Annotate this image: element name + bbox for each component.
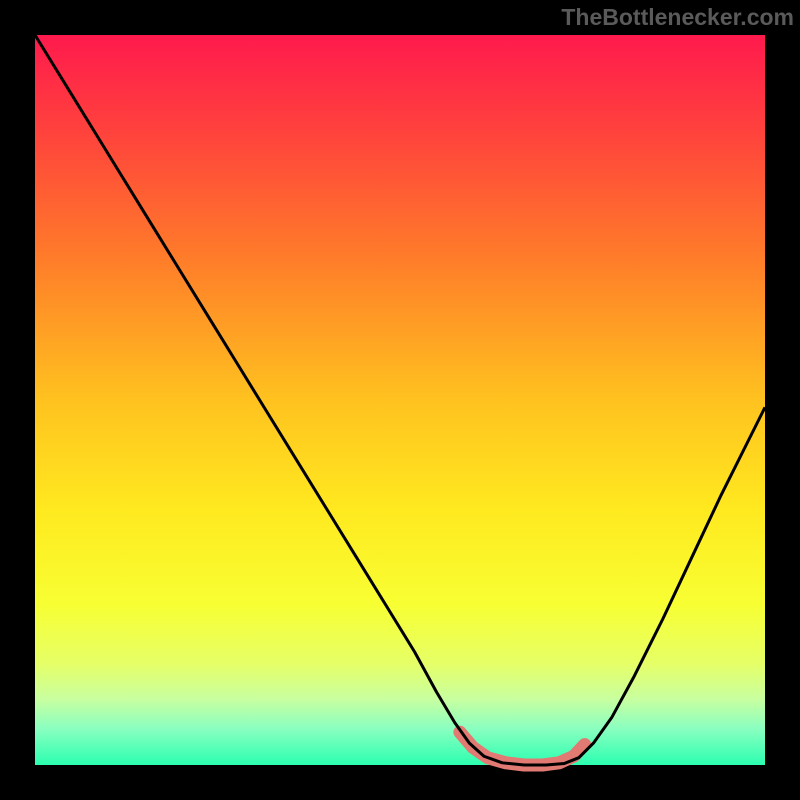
bottleneck-chart-svg [0, 0, 800, 800]
watermark-text: TheBottlenecker.com [561, 4, 794, 31]
plot-area [35, 35, 765, 765]
chart-root: TheBottlenecker.com [0, 0, 800, 800]
